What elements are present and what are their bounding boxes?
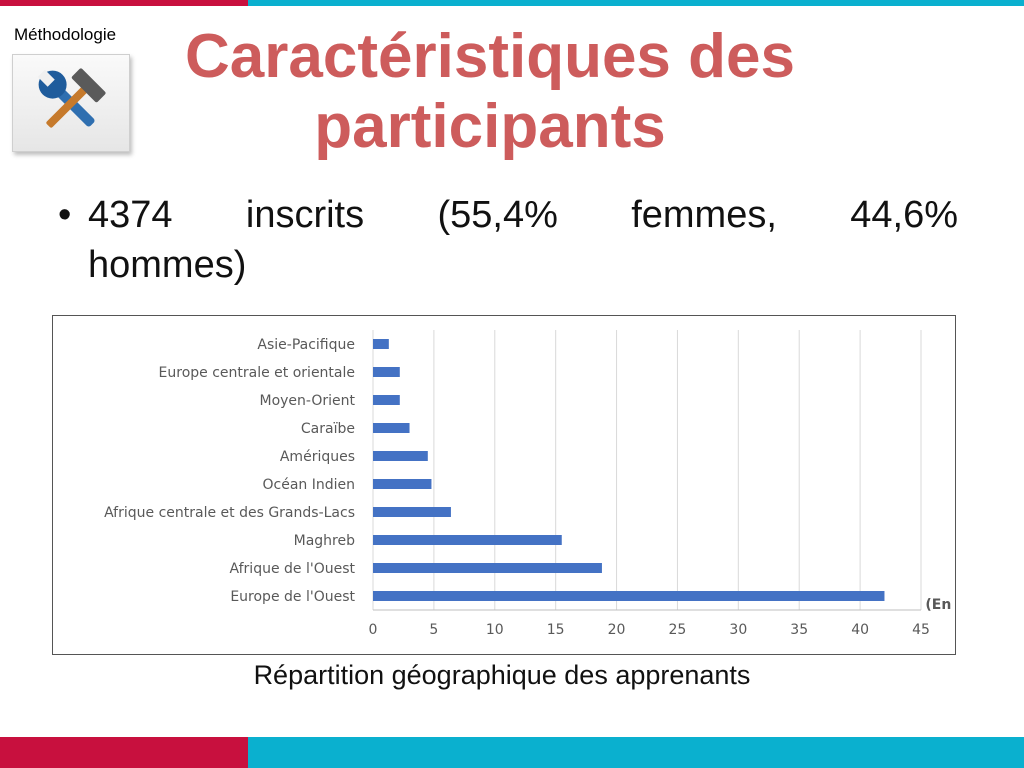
x-axis-label: (En %) — [925, 597, 955, 613]
bar — [373, 423, 410, 433]
category-label: Afrique centrale et des Grands-Lacs — [104, 505, 355, 521]
x-tick-label: 35 — [790, 622, 808, 638]
x-tick-label: 20 — [608, 622, 626, 638]
bar — [373, 507, 451, 517]
category-label: Asie-Pacifique — [257, 337, 355, 353]
bottom-accent-bar-red — [0, 737, 248, 768]
bullet-text-line-1: 4374 inscrits (55,4% femmes, 44,6% — [88, 194, 958, 236]
category-label: Europe de l'Ouest — [230, 589, 355, 605]
bar — [373, 451, 428, 461]
bar — [373, 535, 562, 545]
bar — [373, 479, 432, 489]
category-label: Amériques — [280, 449, 355, 465]
tools-icon — [12, 54, 130, 152]
x-tick-label: 0 — [369, 622, 378, 638]
page-title: Caractéristiques des participants — [160, 22, 820, 162]
x-tick-label: 10 — [486, 622, 504, 638]
category-label: Maghreb — [294, 533, 355, 549]
category-label: Caraïbe — [301, 421, 355, 437]
category-label: Afrique de l'Ouest — [230, 561, 356, 577]
x-tick-label: 30 — [729, 622, 747, 638]
bar — [373, 339, 389, 349]
bar — [373, 591, 885, 601]
bar — [373, 563, 602, 573]
bar — [373, 367, 400, 377]
title-line-1: Caractéristiques des — [185, 22, 795, 91]
category-label: Moyen-Orient — [260, 393, 356, 409]
title-line-2: participants — [314, 92, 666, 161]
category-label: Europe centrale et orientale — [159, 365, 355, 381]
bar-chart: 0 5 10 15 20 25 30 35 40 45 (En %) Asie-Pacifique Eu… — [104, 330, 977, 638]
x-tick-label: 25 — [669, 622, 687, 638]
top-accent-bar-blue — [248, 0, 1024, 6]
section-label: Méthodologie — [14, 25, 117, 44]
bullet-text-line-2: hommes) — [88, 244, 247, 286]
chart-frame: 0 5 10 15 20 25 30 35 40 45 (En %) Asie-Pacifique Eu… — [52, 315, 977, 655]
top-accent-bar-red — [0, 0, 248, 6]
x-tick-label: 40 — [851, 622, 869, 638]
x-tick-label: 15 — [547, 622, 565, 638]
bullet-marker: • — [58, 194, 72, 236]
bar — [373, 395, 400, 405]
x-tick-label: 45 — [912, 622, 930, 638]
x-tick-label: 5 — [429, 622, 438, 638]
bottom-accent-bar-blue — [248, 737, 1024, 768]
category-label: Océan Indien — [263, 477, 356, 493]
chart-caption: Répartition géographique des apprenants — [253, 660, 751, 690]
